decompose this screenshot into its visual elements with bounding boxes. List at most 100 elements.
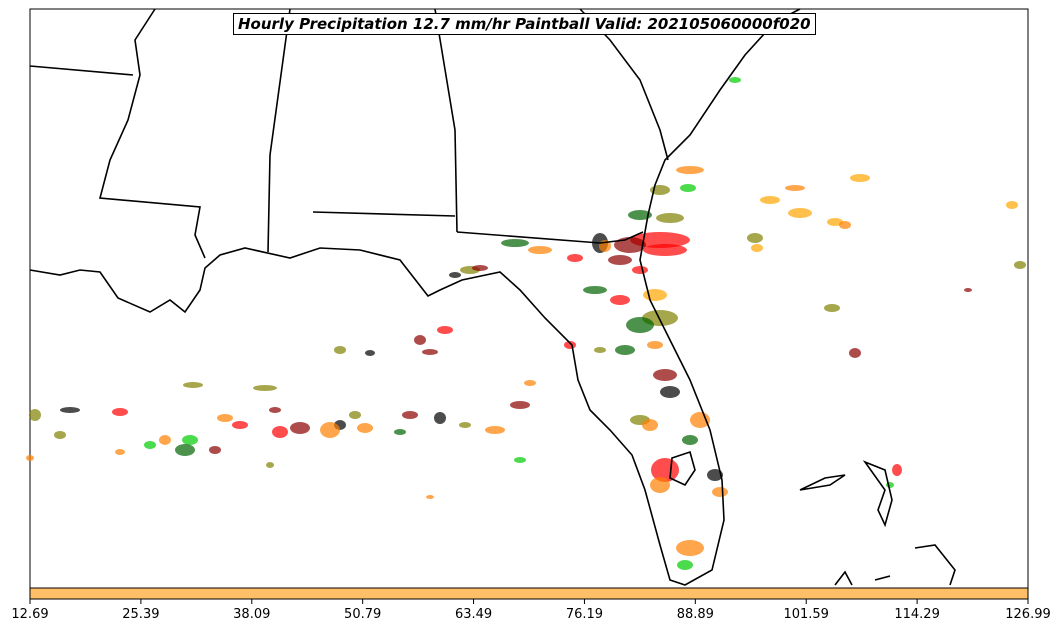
precip-blob — [642, 419, 658, 431]
precip-blob — [676, 540, 704, 556]
precip-blob — [29, 409, 41, 421]
precip-blob — [272, 426, 288, 438]
precip-blob — [402, 411, 418, 419]
precip-blob — [729, 77, 741, 83]
al-fl-panhandle-border — [312, 211, 456, 217]
precip-blob — [677, 560, 693, 570]
map-frame — [29, 8, 1029, 589]
colorbar-tick-label: 50.79 — [344, 607, 382, 622]
precip-blob — [253, 385, 277, 391]
precip-blob — [334, 346, 346, 354]
precip-blob — [839, 221, 851, 229]
precip-blob — [707, 469, 723, 481]
precip-blob — [115, 449, 125, 455]
precip-blob — [751, 244, 763, 252]
precip-blob — [449, 272, 461, 278]
cuba-coast — [834, 544, 956, 586]
precip-blob — [964, 288, 972, 292]
precip-blob — [656, 213, 684, 223]
precip-blob — [660, 386, 680, 398]
precip-blob — [365, 350, 375, 356]
colorbar-tick-label: 88.89 — [676, 607, 714, 622]
precip-blob — [1006, 201, 1018, 209]
precip-blob — [426, 495, 434, 499]
mississippi-river-border — [98, 8, 206, 259]
precip-blob — [647, 341, 663, 349]
precip-blob — [510, 401, 530, 409]
precip-blob — [682, 435, 698, 445]
precip-blob — [485, 426, 505, 434]
colorbar-tick-label: 63.49 — [454, 607, 493, 622]
precip-blob — [394, 429, 406, 435]
precip-blob — [788, 208, 812, 218]
precip-blob — [514, 457, 526, 463]
precip-blob — [472, 265, 488, 271]
precip-blob — [892, 464, 902, 476]
precip-blob — [643, 244, 687, 256]
precip-blob — [320, 422, 340, 438]
al-ga-border — [434, 8, 458, 233]
gulf-coastline — [29, 8, 801, 586]
paintball-blobs — [26, 77, 1026, 570]
precip-blob — [54, 431, 66, 439]
colorbar — [29, 587, 1029, 600]
precip-blob — [643, 289, 667, 301]
precip-blob — [690, 412, 710, 428]
colorbar-ticks — [29, 599, 1029, 604]
precip-blob — [60, 407, 80, 413]
precip-blob — [1014, 261, 1026, 269]
ms-al-border — [267, 8, 291, 253]
map-title: Hourly Precipitation 12.7 mm/hr Paintbal… — [233, 13, 816, 35]
precip-blob — [712, 487, 728, 497]
precip-blob — [760, 196, 780, 204]
precip-blob — [594, 347, 606, 353]
precip-blob — [459, 422, 471, 428]
precip-blob — [26, 455, 34, 461]
colorbar-tick-label: 12.69 — [11, 607, 49, 622]
precip-blob — [112, 408, 128, 416]
bahamas-andros — [799, 474, 846, 491]
precip-blob — [615, 345, 635, 355]
precip-blob — [528, 246, 552, 254]
precip-blob — [583, 286, 607, 294]
precip-blob — [159, 435, 171, 445]
precip-blob — [824, 304, 840, 312]
precip-blob — [290, 422, 310, 434]
precip-blob — [501, 239, 529, 247]
precip-blob — [747, 233, 763, 243]
fl-ga-border — [456, 231, 644, 244]
colorbar-tick-label: 76.19 — [565, 607, 604, 622]
precip-blob — [850, 174, 870, 182]
precip-blob — [650, 477, 670, 493]
precip-blob — [827, 218, 843, 226]
precip-blob — [182, 435, 198, 445]
precip-blob — [232, 421, 248, 429]
colorbar-tick-label: 101.59 — [783, 607, 829, 622]
precip-blob — [144, 441, 156, 449]
boundaries — [29, 8, 956, 586]
precip-blob — [209, 446, 221, 454]
precip-blob — [626, 317, 654, 333]
precip-blob — [567, 254, 583, 262]
precip-blob — [434, 412, 446, 424]
precip-blob — [437, 326, 453, 334]
precip-blob — [422, 349, 438, 355]
precip-blob — [175, 444, 195, 456]
precip-blob — [183, 382, 203, 388]
precip-blob — [632, 266, 648, 274]
precip-blob — [628, 210, 652, 220]
precip-blob — [524, 380, 536, 386]
colorbar-tick-label: 114.29 — [894, 607, 940, 622]
precip-blob — [610, 295, 630, 305]
colorbar-tick-label: 25.39 — [122, 607, 160, 622]
bahamas-abaco — [862, 460, 893, 528]
precip-blob — [217, 414, 233, 422]
precip-blob — [676, 166, 704, 174]
precip-blob — [653, 369, 677, 381]
precip-blob — [349, 411, 361, 419]
colorbar-tick-label: 38.09 — [233, 607, 271, 622]
colorbar-tick-label: 126.99 — [1005, 607, 1051, 622]
ar-la-border — [29, 65, 134, 76]
precip-blob — [785, 185, 805, 191]
